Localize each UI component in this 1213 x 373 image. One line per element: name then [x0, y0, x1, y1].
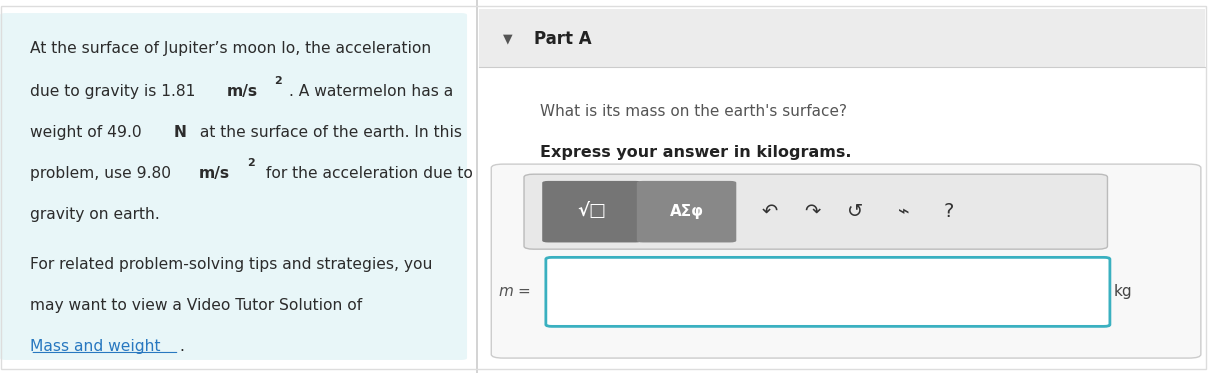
FancyBboxPatch shape	[546, 257, 1110, 326]
Text: Mass and weight: Mass and weight	[30, 339, 161, 354]
Text: At the surface of Jupiter’s moon Io, the acceleration: At the surface of Jupiter’s moon Io, the…	[30, 41, 432, 56]
Text: problem, use 9.80: problem, use 9.80	[30, 166, 176, 181]
Text: . A watermelon has a: . A watermelon has a	[289, 84, 452, 99]
Text: m/s: m/s	[199, 166, 230, 181]
Text: ⌁: ⌁	[898, 202, 910, 221]
Text: due to gravity is 1.81: due to gravity is 1.81	[30, 84, 200, 99]
Text: m/s: m/s	[227, 84, 258, 99]
Text: may want to view a Video Tutor Solution of: may want to view a Video Tutor Solution …	[30, 298, 363, 313]
FancyBboxPatch shape	[524, 174, 1107, 249]
Text: ?: ?	[944, 202, 953, 221]
Text: Express your answer in kilograms.: Express your answer in kilograms.	[540, 145, 852, 160]
Text: 2: 2	[247, 159, 255, 168]
Text: 2: 2	[274, 76, 281, 86]
Text: N: N	[173, 125, 187, 140]
Text: for the acceleration due to: for the acceleration due to	[261, 166, 473, 181]
Text: √□: √□	[577, 203, 606, 220]
Text: ↺: ↺	[847, 202, 864, 221]
Text: .: .	[180, 339, 184, 354]
FancyBboxPatch shape	[479, 67, 1205, 373]
Text: ▼: ▼	[503, 33, 513, 46]
Text: kg: kg	[1114, 284, 1132, 299]
FancyBboxPatch shape	[542, 181, 642, 242]
Text: weight of 49.0: weight of 49.0	[30, 125, 147, 140]
Text: For related problem-solving tips and strategies, you: For related problem-solving tips and str…	[30, 257, 433, 272]
FancyBboxPatch shape	[491, 164, 1201, 358]
FancyBboxPatch shape	[0, 13, 467, 360]
Text: AΣφ: AΣφ	[670, 204, 704, 219]
FancyBboxPatch shape	[479, 9, 1205, 67]
FancyBboxPatch shape	[637, 181, 736, 242]
Text: ↶: ↶	[762, 202, 779, 221]
Text: gravity on earth.: gravity on earth.	[30, 207, 160, 222]
Text: ↷: ↷	[804, 202, 821, 221]
Text: Part A: Part A	[534, 30, 592, 48]
Text: at the surface of the earth. In this: at the surface of the earth. In this	[195, 125, 462, 140]
Text: $m$ =: $m$ =	[499, 284, 531, 299]
Text: What is its mass on the earth's surface?: What is its mass on the earth's surface?	[540, 104, 847, 119]
